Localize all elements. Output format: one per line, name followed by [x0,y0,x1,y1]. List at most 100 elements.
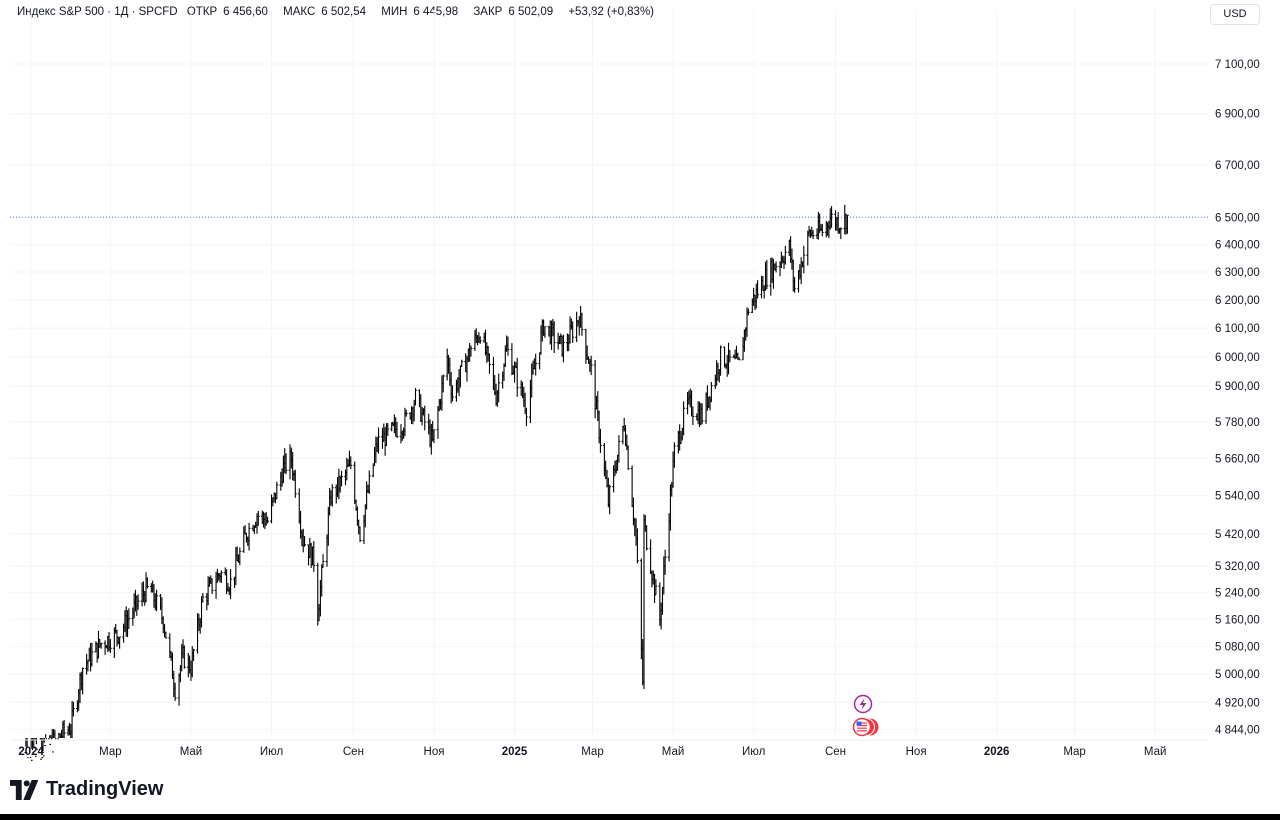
x-tick-label: 2024 [18,746,44,758]
x-tick-label: Сен [343,746,364,758]
ohlc-bar [783,245,787,265]
ohlc-bar [451,385,454,402]
event-markers [852,694,879,737]
x-tick-label: 2025 [502,746,528,758]
ohlc-bar [846,214,849,234]
price-chart[interactable]: 7 100,00 6 900,00 6 700,00 6 500,00 6 400,00… [0,0,1280,770]
x-tick-label: Июл [742,746,765,758]
x-tick-label: Май [662,746,685,758]
ohlc-bar [617,435,621,463]
y-tick-label: 5 320,00 [1215,561,1260,573]
ohlc-bar [571,321,575,343]
y-tick-label: 5 420,00 [1215,529,1260,541]
x-tick-label: Мар [99,746,122,758]
ohlc-bar [575,311,579,343]
ohlc-bar [599,428,602,453]
ohlc-bar [589,355,593,376]
x-axis: 2024 Мар Май Июл Сен Ноя 2025 Мар Май Июл Сен Ноя 20… [10,739,1208,758]
ohlc-bar [201,592,205,603]
x-tick-label: Мар [581,746,604,758]
currency-button[interactable]: USD [1210,4,1260,25]
brand-name: TradingView [46,778,164,800]
ohlc-bar [312,540,316,572]
x-tick-label: Май [1144,746,1167,758]
y-tick-label: 5 780,00 [1215,417,1260,429]
ohlc-bar [802,245,806,274]
ohlc-bar [90,642,94,667]
tradingview-logo[interactable]: TradingView [10,778,163,801]
ohlc-bar [210,578,214,594]
y-tick-label: 4 844,00 [1215,724,1260,736]
ohlc-bar [635,528,639,564]
ohlc-bar [765,259,769,290]
ohlc-bar [395,421,399,439]
ohlc-bar [478,336,482,344]
ohlc-bar [506,336,510,356]
ohlc-bar [386,423,390,437]
ohlc-bar [81,667,85,695]
ohlc-bar [155,589,159,612]
ohlc-bar [72,701,75,717]
x-tick-label: 2026 [984,746,1010,758]
y-tick-label: 6 700,00 [1215,160,1260,172]
tradingview-logo-icon [10,779,39,800]
y-tick-label: 4 920,00 [1215,697,1260,709]
ohlc-bar [593,359,597,419]
change-value: +53,82 (+0,83%) [568,6,654,18]
ohlc-bar [238,547,242,566]
low-field: МИН 6 445,98 [381,6,464,18]
y-tick-label: 5 080,00 [1215,642,1260,654]
chart-legend[interactable]: Индекс S&P 500 · 1Д · SPCFD ОТКР 6 456,60… [17,6,660,18]
open-value: 6 456,60 [223,6,268,18]
ohlc-bar [44,734,48,747]
y-tick-label: 6 100,00 [1215,323,1260,335]
ohlc-bar [164,631,168,639]
high-label: МАКС [283,6,316,18]
x-tick-label: Май [180,746,203,758]
close-value: 6 502,09 [508,6,554,18]
lightning-event-icon[interactable] [853,694,873,714]
ohlc-bar [543,326,547,338]
ohlc-bar [62,719,66,738]
ohlc-bar [303,536,306,547]
ohlc-bar [108,639,112,654]
y-tick-label: 6 200,00 [1215,295,1260,307]
ohlc-bar [423,405,427,431]
ohlc-bar [349,456,353,470]
ohlc-bar [247,522,251,551]
ohlc-bar [358,526,362,543]
ohlc-bar [654,579,658,596]
ohlc-bar [820,223,824,237]
ohlc-bar [340,470,343,487]
ohlc-bar [330,484,334,507]
grid-lines [10,10,1208,738]
ohlc-bar [136,594,140,610]
y-tick-label: 6 500,00 [1215,213,1260,225]
x-tick-label: Ноя [424,746,445,758]
ohlc-bar [756,280,759,299]
ohlc-bar [682,401,686,436]
ohlc-bar [145,577,149,589]
ohlc-bar [728,349,732,363]
ohlc-bar [709,381,713,403]
ohlc-bar [737,357,741,361]
y-tick-label: 5 000,00 [1215,669,1260,681]
x-tick-label: Ноя [906,746,927,758]
x-tick-label: Июл [260,746,283,758]
ohlc-bar [293,469,297,498]
ohlc-bar [182,645,186,669]
close-field: ЗАКР 6 502,09 [473,6,559,18]
ohlc-bar [321,554,325,568]
ohlc-bar [534,353,538,376]
ohlc-bars [24,204,849,761]
ohlc-bar [645,525,649,551]
ohlc-bar [469,345,473,357]
ohlc-bar [538,352,542,370]
ohlc-bar [367,470,371,494]
symbol-title[interactable]: Индекс S&P 500 · 1Д · SPCFD [17,6,178,18]
open-label: ОТКР [186,6,218,18]
ohlc-bar [229,569,232,600]
us-flag-event-icon[interactable] [852,717,879,737]
y-tick-label: 5 160,00 [1215,614,1260,626]
ohlc-bar [774,261,778,273]
